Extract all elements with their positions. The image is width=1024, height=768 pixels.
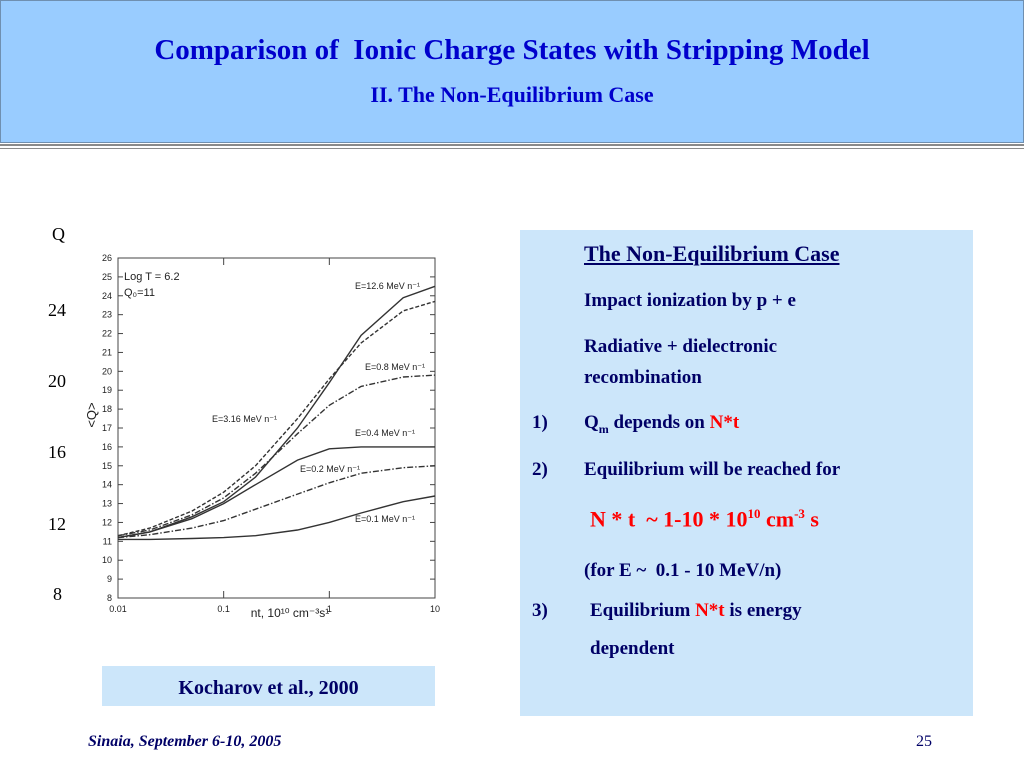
series-label: E=3.16 MeV n⁻¹ [212,414,277,424]
y-tick-label: 23 [102,310,112,320]
y-tick-label: 24 [102,291,112,301]
y-tick-label: 9 [107,574,112,584]
text: m [598,421,609,436]
y-tick-label: 21 [102,347,112,357]
text: -3 [794,506,805,521]
header [0,0,1024,143]
x-tick-label: 1 [327,604,332,614]
y-tick-label: 13 [102,499,112,509]
item-number: 2) [532,459,548,480]
y-tick-label: 11 [103,536,112,546]
caption: Kocharov et al., 2000 [102,666,435,706]
annotation: Q₀=11 [124,287,155,299]
panel-line: recombination [584,367,702,388]
series-label: E=12.6 MeV n⁻¹ [355,281,420,291]
title: Comparison of Ionic Charge States with S… [154,34,870,66]
panel-heading: The Non-Equilibrium Case [584,241,840,266]
text: is energy [724,600,802,621]
y-tick-label: 8 [107,593,112,603]
text: depends on [608,412,710,433]
series-line [117,465,436,539]
y-tick-label: 22 [102,329,112,339]
item-text: dependent [590,638,675,659]
q-tick: 20 [48,371,66,391]
y-tick-label: 20 [102,366,112,376]
series-line [118,495,436,541]
footer-left: Sinaia, September 6-10, 2005 [88,733,282,750]
item-text: Equilibrium N*t is energy [590,600,802,622]
text: cm [760,506,795,532]
item-text: Qm depends on N*t [584,412,739,437]
text: N*t [695,600,725,621]
y-tick-label: 26 [102,253,112,263]
series-line [117,446,435,539]
rule [0,144,1024,146]
subtitle: II. The Non-Equilibrium Case [370,82,654,107]
x-tick-label: 0.01 [109,604,127,614]
page-number: 25 [916,733,932,750]
series-line [117,285,436,539]
item-number: 1) [532,412,548,433]
note: (for E ~ 0.1 - 10 MeV/n) [584,560,782,581]
text: N*t [709,412,740,433]
y-tick-label: 25 [102,272,112,282]
series-label: E=0.1 MeV n⁻¹ [355,514,415,524]
q-tick: 12 [48,514,66,534]
formula: N * t ~ 1-10 * 1010 cm-3 s [590,506,819,532]
item-text: Equilibrium will be reached for [584,459,841,480]
y-tick-label: 18 [102,404,112,414]
y-tick-label: 15 [102,461,112,471]
y-tick-label: 19 [102,385,112,395]
chart: <Q> nt, 10¹⁰ cm⁻³s¹ Log T = 6.2 Q₀=11 8 9… [84,253,440,620]
text: Equilibrium [590,600,696,621]
rule [0,148,1024,149]
series-label: E=0.2 MeV n⁻¹ [300,464,360,474]
q-tick: 24 [48,300,66,320]
text: s [804,506,819,532]
text: Q [584,412,599,433]
annotation: Log T = 6.2 [124,271,180,283]
q-tick: 16 [48,442,66,462]
y-tick-label: 10 [102,555,112,565]
q-label: Q [52,224,65,244]
x-tick-label: 10 [430,604,440,614]
x-tick-label: 0.1 [217,604,230,614]
panel-line: Radiative + dielectronic [584,336,778,357]
text: N * t ~ 1-10 * 10 [590,506,748,532]
series-label: E=0.4 MeV n⁻¹ [355,428,415,438]
y-tick-label: 17 [102,423,112,433]
item-number: 3) [532,600,548,621]
series-line [117,374,436,537]
x-axis-label: nt, 10¹⁰ cm⁻³s¹ [251,606,330,620]
text: 10 [747,506,761,521]
y-tick-label: 14 [102,480,112,490]
series-label: E=0.8 MeV n⁻¹ [365,362,425,372]
series-line [117,300,436,537]
text-panel [520,230,973,716]
y-tick-label: 12 [102,517,112,527]
y-axis-label: <Q> [84,402,99,427]
y-tick-label: 16 [102,442,112,452]
q-tick: 8 [53,584,62,604]
panel-line: Impact ionization by p + e [584,290,796,311]
